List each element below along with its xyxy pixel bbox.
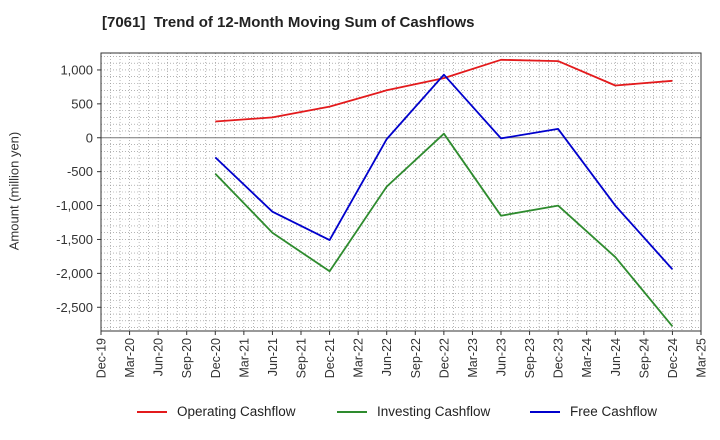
x-tick-label: Mar-20 xyxy=(123,338,137,378)
x-tick-label: Dec-21 xyxy=(323,338,337,378)
legend: Operating Cashflow Investing Cashflow Free… xyxy=(0,404,720,426)
plot-frame xyxy=(100,52,702,332)
x-tick-label: Jun-21 xyxy=(266,338,280,376)
y-tick-label: -2,000 xyxy=(56,266,93,281)
legend-item: Operating Cashflow xyxy=(137,404,296,419)
legend-label: Operating Cashflow xyxy=(177,404,296,419)
legend-swatch xyxy=(337,410,367,413)
x-tick-label: Dec-19 xyxy=(95,338,109,378)
legend-label: Investing Cashflow xyxy=(377,404,491,419)
series-line-free-cashflow xyxy=(214,73,674,270)
y-tick-label: 500 xyxy=(71,96,93,111)
x-tick-label: Sep-21 xyxy=(295,338,309,378)
y-tick-label: 1,000 xyxy=(60,62,93,77)
grid xyxy=(101,53,701,331)
y-tick-label: -500 xyxy=(67,164,93,179)
x-tick-label: Mar-25 xyxy=(695,338,709,378)
x-tick-label: Sep-24 xyxy=(637,338,651,378)
series-line-investing-cashflow xyxy=(214,132,674,327)
y-tick-label: -1,000 xyxy=(56,198,93,213)
legend-label: Free Cashflow xyxy=(570,404,658,419)
legend-item: Investing Cashflow xyxy=(337,404,490,419)
x-tick-label: Dec-23 xyxy=(552,338,566,378)
x-tick-label: Dec-24 xyxy=(666,338,680,378)
y-tick-label: -1,500 xyxy=(56,232,93,247)
chart-plot: 1,000 500 0 -500 -1,000 -1,500 -2,000 -2,500 Dec… xyxy=(56,52,709,378)
x-tick-label: Sep-22 xyxy=(409,338,423,378)
x-tick-label: Sep-20 xyxy=(180,338,194,378)
x-tick-label: Jun-23 xyxy=(495,338,509,376)
series xyxy=(214,58,674,327)
x-tick-label: Jun-22 xyxy=(380,338,394,376)
legend-swatch xyxy=(530,410,560,413)
x-tick-label: Mar-24 xyxy=(580,338,594,378)
x-tick-label: Mar-21 xyxy=(237,338,251,378)
y-tick-label: 0 xyxy=(86,130,93,145)
legend-item: Free Cashflow xyxy=(530,404,657,419)
axes: 1,000 500 0 -500 -1,000 -1,500 -2,000 -2,500 Dec… xyxy=(56,62,708,378)
y-tick-label: -2,500 xyxy=(56,300,93,315)
legend-swatch xyxy=(137,410,167,413)
chart-title: [7061] Trend of 12-Month Moving Sum of C… xyxy=(102,14,475,31)
x-tick-label: Jun-20 xyxy=(152,338,166,376)
x-tick-label: Jun-24 xyxy=(609,338,623,376)
x-tick-label: Sep-23 xyxy=(523,338,537,378)
x-tick-label: Dec-20 xyxy=(209,338,223,378)
x-tick-label: Mar-22 xyxy=(352,338,366,378)
series-line-operating-cashflow xyxy=(215,58,673,123)
x-tick-label: Mar-23 xyxy=(466,338,480,378)
x-tick-label: Dec-22 xyxy=(437,338,451,378)
